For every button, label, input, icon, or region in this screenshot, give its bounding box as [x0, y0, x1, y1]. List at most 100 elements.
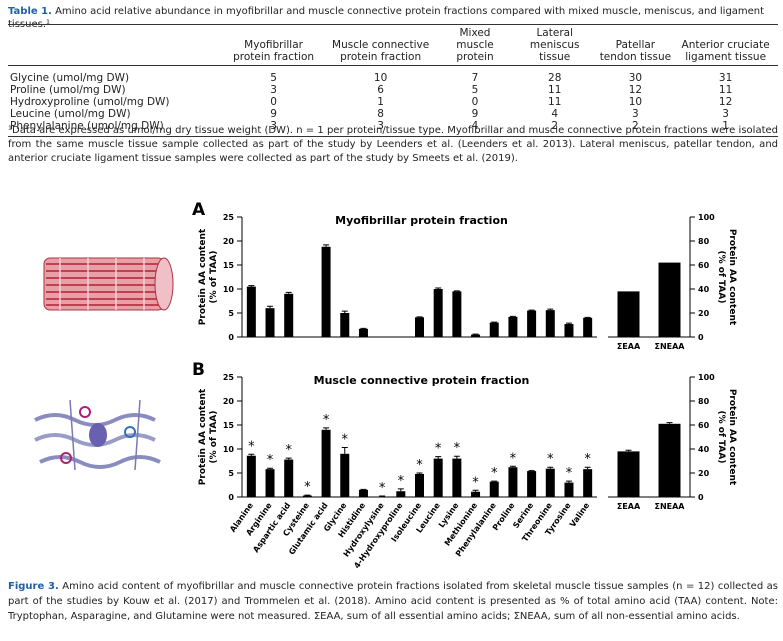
significance-marker: *	[435, 442, 442, 457]
y-axis-label: (% of TAA)	[716, 411, 726, 464]
error-bar	[547, 466, 554, 469]
y-axis-label: (% of TAA)	[209, 411, 219, 464]
table-footnote: ¹Data are expressed as umol/mg dry tissu…	[8, 125, 778, 164]
significance-marker: *	[584, 452, 591, 467]
value-cell: 3	[270, 84, 277, 96]
value-cell: 5	[471, 84, 479, 96]
value-cell: 4	[551, 108, 559, 120]
collagen-illustration	[34, 399, 161, 471]
y-tick-label: 0	[698, 333, 704, 342]
y-tick-label: 15	[223, 261, 235, 270]
bar	[246, 286, 256, 337]
bar	[583, 469, 593, 497]
y-tick-label: 20	[223, 397, 235, 406]
row-label: Phenylalanine (umol/mg DW)	[10, 120, 164, 132]
bar	[321, 246, 331, 337]
header-cell: Mixed muscle protein	[438, 24, 512, 66]
significance-marker: *	[566, 466, 573, 481]
value-cell: 1	[722, 120, 729, 132]
error-bar	[509, 465, 516, 468]
bar	[489, 481, 499, 497]
bar	[358, 328, 368, 337]
bar	[396, 491, 406, 497]
y-tick-label: 80	[698, 397, 710, 406]
chart-title: Muscle connective protein fraction	[314, 374, 530, 387]
y-tick-label: 20	[698, 309, 710, 318]
table-label: Table 1.	[8, 6, 52, 17]
muscle-fiber-illustration	[43, 257, 174, 311]
error-bar	[323, 427, 330, 430]
bar	[508, 316, 518, 337]
y-axis-label: (% of TAA)	[716, 251, 726, 304]
y-axis-label: (% of TAA)	[209, 251, 219, 304]
table-row: Hydroxyproline (umol/mg DW) 0 1 0 11 10 12	[8, 96, 778, 108]
x-tick-label: ΣNEAA	[654, 342, 685, 351]
table: Myofibrillar protein fraction Muscle conn…	[8, 24, 778, 137]
y-tick-label: 40	[698, 445, 710, 454]
y-tick-label: 5	[228, 469, 234, 478]
error-bar	[341, 447, 348, 454]
error-bar	[547, 308, 554, 311]
y-tick-label: 60	[698, 421, 710, 430]
value-cell: 30	[628, 72, 643, 84]
bar	[564, 482, 574, 497]
bar	[527, 310, 537, 337]
y-axis-label: Protein AA content	[198, 228, 208, 325]
bar	[583, 317, 593, 337]
bar	[415, 473, 424, 497]
bar	[321, 429, 331, 497]
significance-marker: *	[304, 480, 311, 495]
y-tick-label: 0	[698, 493, 704, 502]
bar	[658, 423, 681, 497]
y-tick-label: 10	[223, 445, 235, 454]
value-cell: 31	[718, 72, 733, 84]
value-cell: 8	[377, 108, 384, 120]
value-cell: 6	[377, 84, 384, 96]
error-bar	[666, 422, 673, 424]
value-cell: 3	[722, 108, 729, 120]
chart-title: Myofibrillar protein fraction	[335, 214, 508, 227]
figure-caption-text: Amino acid content of myofibrillar and m…	[8, 581, 778, 622]
y-tick-label: 15	[223, 421, 235, 430]
bar	[246, 455, 256, 497]
x-tick-label: ΣEAA	[617, 502, 641, 511]
error-bar	[453, 455, 460, 459]
y-tick-label: 25	[223, 213, 235, 222]
bar	[527, 471, 537, 497]
bar	[617, 291, 640, 337]
table-row: Proline (umol/mg DW) 3 6 5 11 12 11	[8, 84, 778, 96]
y-tick-label: 0	[228, 333, 234, 342]
panel-letter: A	[192, 200, 206, 220]
bar	[284, 293, 294, 337]
value-cell: 7	[471, 72, 479, 84]
error-bar	[341, 310, 348, 313]
significance-marker: *	[510, 451, 517, 466]
significance-marker: *	[323, 413, 330, 428]
x-tick-label: ΣNEAA	[654, 502, 685, 511]
row-label: Glycine (umol/mg DW)	[10, 72, 130, 84]
bar	[358, 489, 368, 497]
bar	[658, 262, 681, 337]
bar	[452, 291, 462, 337]
row-label: Leucine (umol/mg DW)	[10, 108, 131, 120]
error-bar	[248, 285, 255, 287]
value-cell: 11	[548, 96, 562, 108]
bar	[433, 458, 443, 497]
significance-marker: *	[248, 439, 255, 454]
y-tick-label: 25	[223, 373, 235, 382]
value-cell: 0	[270, 96, 277, 108]
header-cell: Lateral meniscus tissue	[511, 24, 598, 66]
value-cell: 9	[471, 108, 479, 120]
value-cell: 10	[373, 72, 388, 84]
significance-marker: *	[379, 481, 386, 496]
figure-label: Figure 3.	[8, 581, 59, 592]
value-cell: 12	[628, 84, 643, 96]
significance-marker: *	[547, 452, 554, 467]
bar	[471, 334, 481, 337]
bar	[340, 313, 350, 337]
error-bar	[248, 453, 255, 456]
bar	[545, 468, 555, 497]
header-cell: Muscle connective protein fraction	[323, 24, 439, 66]
